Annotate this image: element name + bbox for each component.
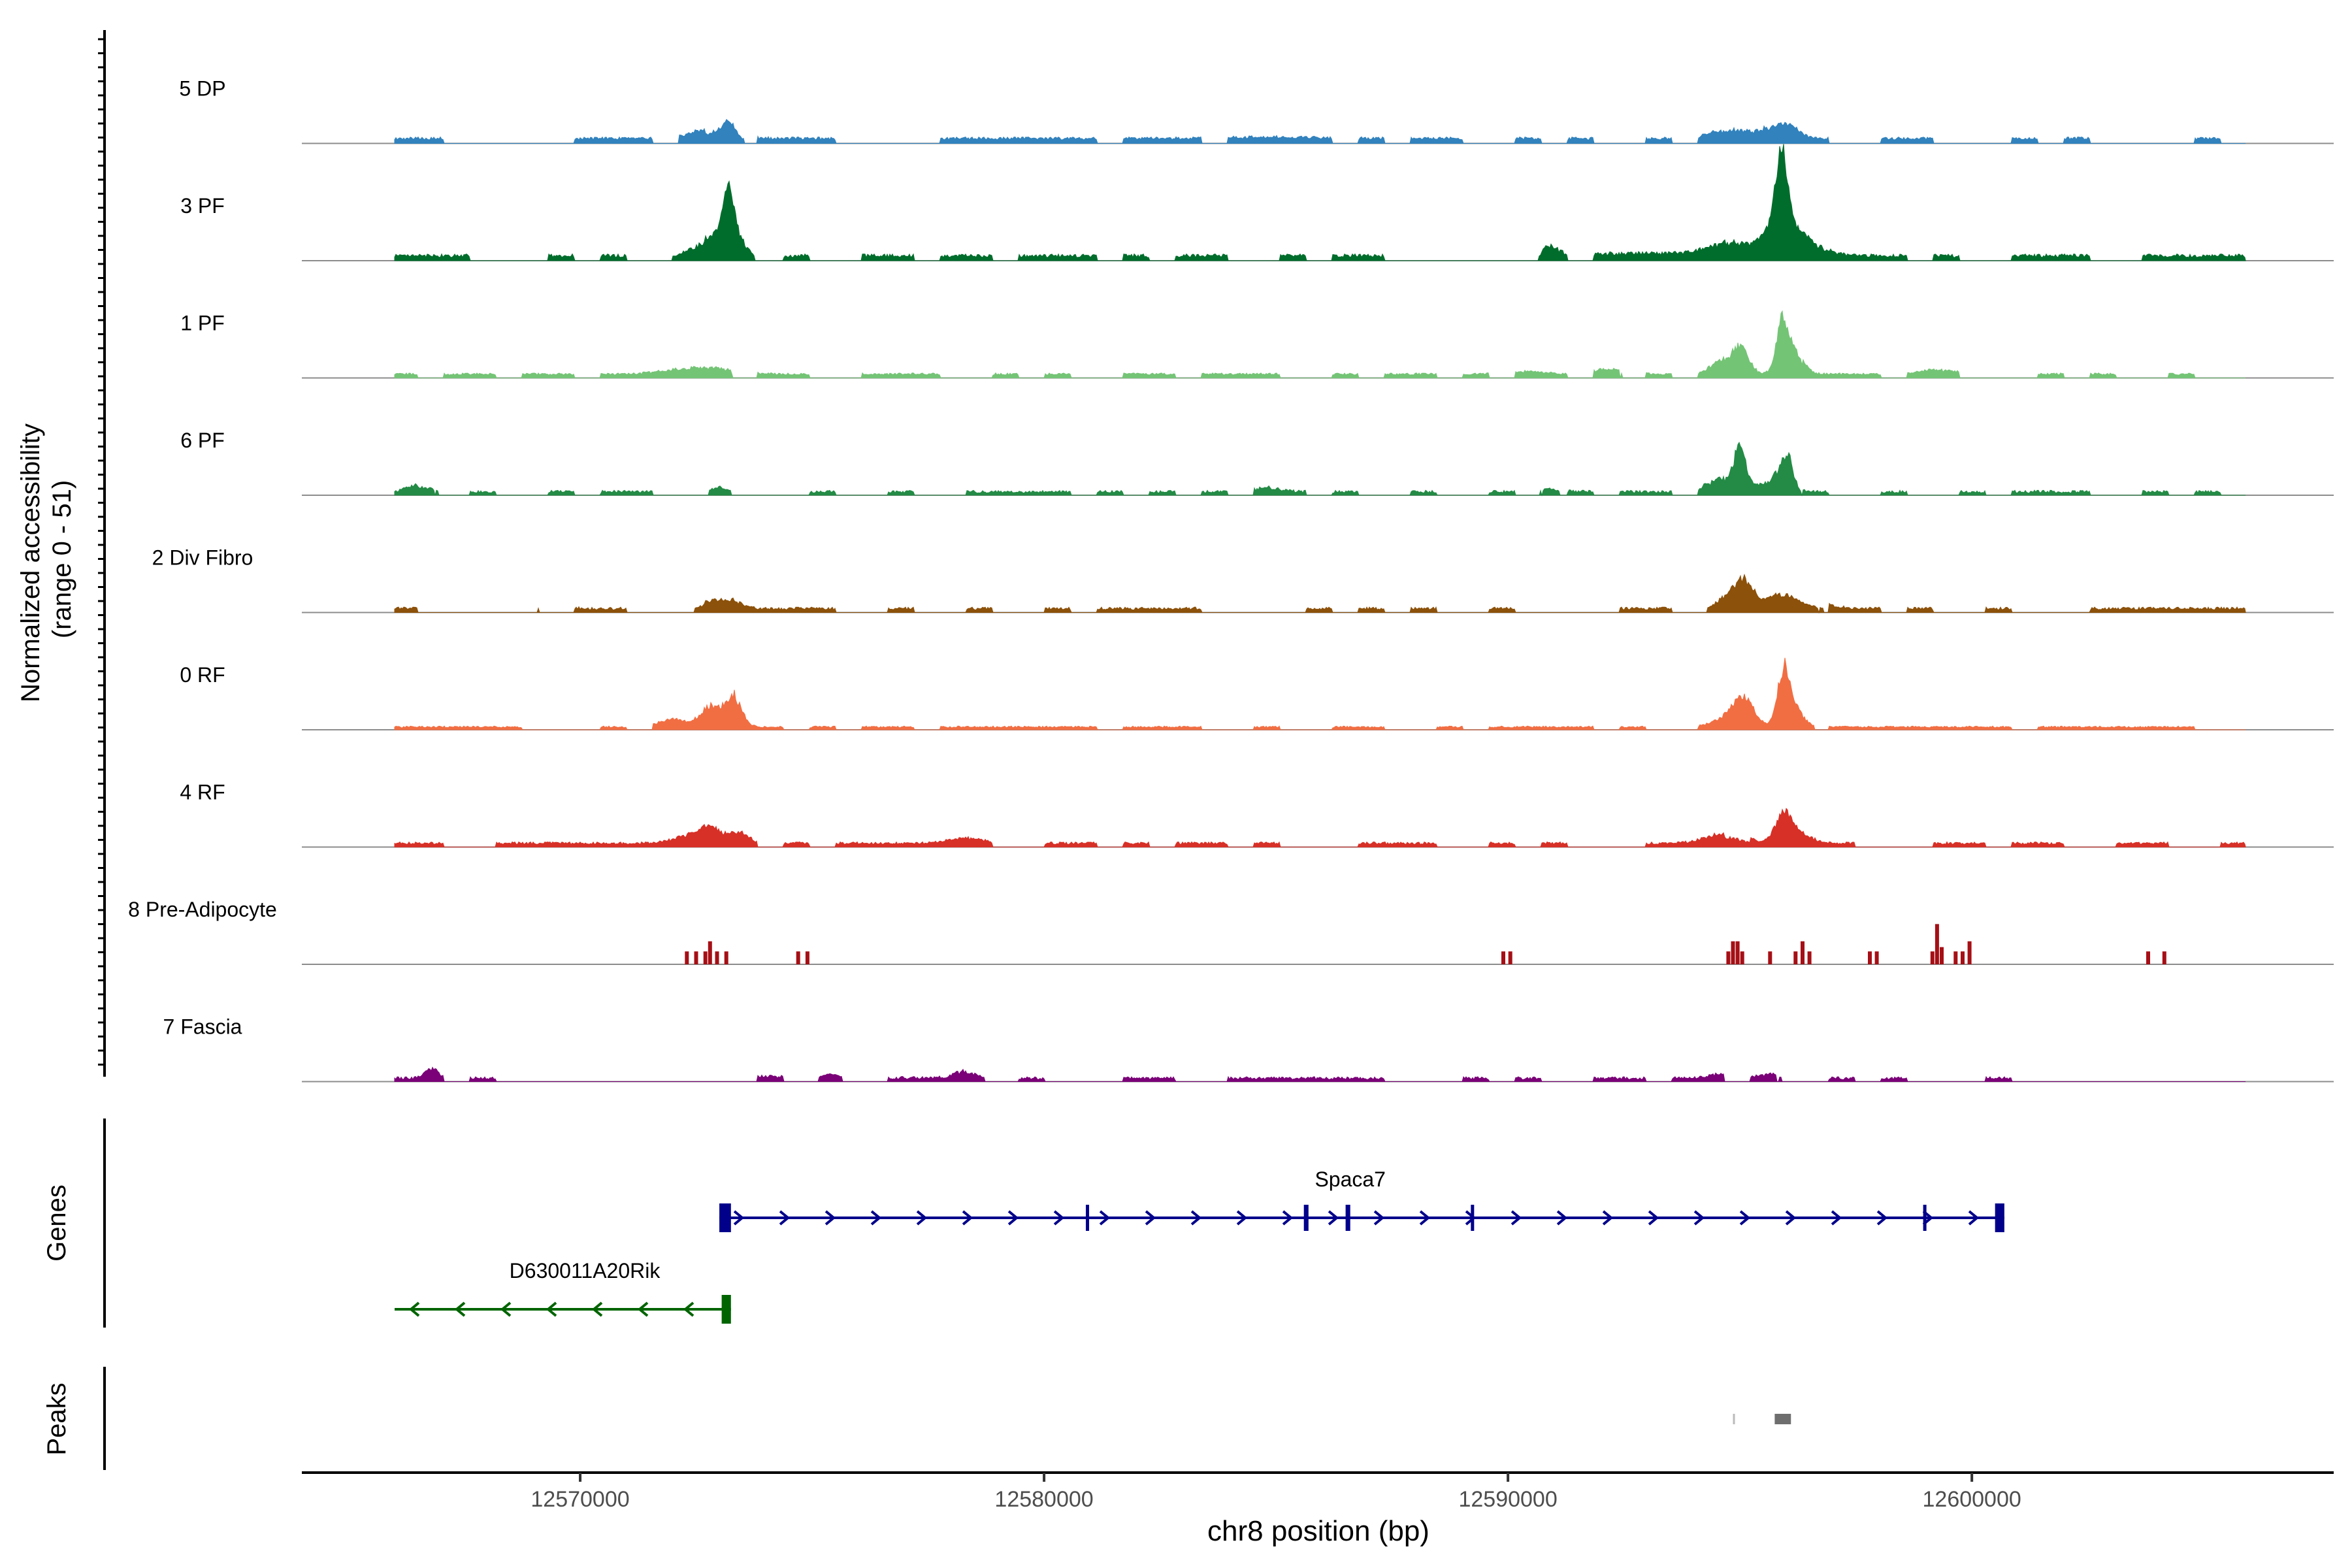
strand-arrow bbox=[1373, 1210, 1385, 1226]
track-label: 4 RF bbox=[180, 781, 225, 804]
strand-arrow bbox=[454, 1301, 466, 1317]
strand-arrow bbox=[1053, 1210, 1065, 1226]
gene-label: D630011A20Rik bbox=[510, 1259, 661, 1282]
track-label: 3 PF bbox=[180, 194, 225, 218]
track-8-pre-adipocyte: 8 Pre-Adipocyte bbox=[128, 898, 2334, 965]
gene-exon bbox=[719, 1203, 731, 1232]
track-area: Normalized accessibility (range 0 - 51) … bbox=[16, 30, 2334, 1083]
track-signal bbox=[394, 310, 2246, 378]
strand-arrow bbox=[500, 1301, 512, 1317]
strand-arrow bbox=[1419, 1210, 1431, 1226]
strand-arrow bbox=[1968, 1210, 1980, 1226]
genes-panel: Genes Spaca7 D630011A20Rik bbox=[42, 1119, 2004, 1328]
track-label: 7 Fascia bbox=[163, 1015, 242, 1039]
x-tick-label: 12600000 bbox=[1923, 1487, 2021, 1512]
track-label: 2 Div Fibro bbox=[152, 546, 253, 570]
strand-arrow bbox=[1282, 1210, 1294, 1226]
gene-spaca7: Spaca7 bbox=[719, 1168, 2004, 1232]
track-signal bbox=[394, 118, 2246, 144]
strand-arrow bbox=[1602, 1210, 1614, 1226]
strand-arrow bbox=[1648, 1210, 1659, 1226]
strand-arrow bbox=[1328, 1210, 1339, 1226]
strand-arrow bbox=[1739, 1210, 1751, 1226]
gene-d630011a20rik: D630011A20Rik bbox=[395, 1259, 731, 1324]
y-label-line-2: (range 0 - 51) bbox=[48, 480, 76, 638]
gene-exon bbox=[1303, 1205, 1309, 1231]
strand-arrow bbox=[683, 1301, 694, 1317]
strand-arrow bbox=[408, 1301, 420, 1317]
y-label-line-1: Normalized accessibility bbox=[16, 423, 45, 702]
x-axis: 12570000 12580000 12590000 12600000 chr8 po… bbox=[302, 1471, 2334, 1547]
gene-models: Spaca7 D630011A20Rik bbox=[395, 1168, 2004, 1324]
track-0-rf: 0 RF bbox=[180, 657, 2334, 730]
strand-arrow bbox=[1145, 1210, 1156, 1226]
coverage-tracks: 5 DP 3 PF 1 PF 6 PF 2 Div Fibro 0 RF 4 RF 8 Pre… bbox=[128, 77, 2334, 1083]
track-6-pf: 6 PF bbox=[180, 429, 2334, 497]
track-5-dp: 5 DP bbox=[179, 77, 2334, 144]
track-signal bbox=[394, 144, 2246, 261]
strand-arrow bbox=[1190, 1210, 1202, 1226]
track-signal bbox=[394, 574, 2246, 614]
peaks-panel: Peaks bbox=[42, 1367, 1791, 1470]
track-label: 1 PF bbox=[180, 312, 225, 335]
gene-label: Spaca7 bbox=[1315, 1168, 1386, 1191]
gene-exon bbox=[1471, 1205, 1475, 1231]
strand-arrow bbox=[1693, 1210, 1705, 1226]
x-axis-ticks: 12570000 12580000 12590000 12600000 bbox=[531, 1473, 2021, 1512]
peaks-panel-label: Peaks bbox=[42, 1382, 71, 1455]
strand-arrow bbox=[546, 1301, 557, 1317]
x-tick-label: 12570000 bbox=[531, 1487, 629, 1512]
track-label: 5 DP bbox=[179, 77, 225, 101]
strand-arrow bbox=[1007, 1210, 1019, 1226]
genes-panel-label: Genes bbox=[42, 1184, 71, 1262]
gene-exon bbox=[1923, 1205, 1927, 1231]
strand-arrow bbox=[962, 1210, 973, 1226]
track-1-pf: 1 PF bbox=[180, 310, 2334, 379]
track-signal bbox=[394, 657, 2246, 730]
strand-arrow bbox=[779, 1210, 791, 1226]
strand-arrow bbox=[1556, 1210, 1568, 1226]
gene-exon bbox=[721, 1295, 731, 1324]
peak-regions bbox=[1733, 1414, 1791, 1424]
track-2-div-fibro: 2 Div Fibro bbox=[152, 546, 2334, 614]
gene-exon bbox=[1085, 1205, 1089, 1231]
track-7-fascia: 7 Fascia bbox=[163, 1015, 2334, 1083]
strand-arrow bbox=[1236, 1210, 1248, 1226]
strand-arrow bbox=[1785, 1210, 1797, 1226]
strand-arrow bbox=[1099, 1210, 1111, 1226]
strand-arrow bbox=[825, 1210, 836, 1226]
strand-arrow bbox=[733, 1210, 745, 1226]
peak-region bbox=[1733, 1414, 1735, 1424]
x-axis-label: chr8 position (bp) bbox=[1207, 1515, 1429, 1547]
strand-arrow bbox=[1511, 1210, 1522, 1226]
track-signal bbox=[394, 441, 2246, 497]
strand-arrow bbox=[1876, 1210, 1888, 1226]
strand-arrow bbox=[637, 1301, 649, 1317]
strand-arrow bbox=[870, 1210, 882, 1226]
strand-arrow bbox=[591, 1301, 603, 1317]
gene-exon bbox=[1995, 1203, 2004, 1232]
track-signal-bars bbox=[685, 924, 2166, 964]
x-tick-label: 12580000 bbox=[994, 1487, 1093, 1512]
track-4-rf: 4 RF bbox=[180, 781, 2334, 848]
x-tick-label: 12590000 bbox=[1458, 1487, 1557, 1512]
track-label: 6 PF bbox=[180, 429, 225, 452]
track-label: 8 Pre-Adipocyte bbox=[128, 898, 277, 921]
peak-region bbox=[1774, 1414, 1791, 1424]
accessibility-y-axis-label: Normalized accessibility (range 0 - 51) bbox=[16, 416, 76, 702]
gene-exon bbox=[1345, 1205, 1350, 1231]
accessibility-y-axis-ticks bbox=[98, 38, 105, 1066]
track-signal bbox=[394, 1066, 2246, 1082]
track-signal bbox=[394, 808, 2246, 847]
track-3-pf: 3 PF bbox=[180, 144, 2334, 261]
strand-arrow bbox=[1831, 1210, 1842, 1226]
track-label: 0 RF bbox=[180, 663, 225, 687]
strand-arrow bbox=[916, 1210, 928, 1226]
